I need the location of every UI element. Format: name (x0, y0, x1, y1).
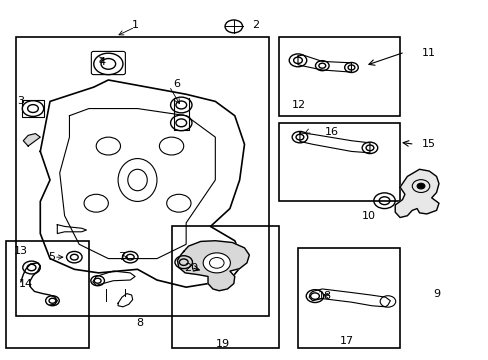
Text: 13: 13 (14, 247, 27, 256)
Text: 15: 15 (421, 139, 435, 149)
Text: 11: 11 (421, 48, 435, 58)
Bar (278, 123, 399, 202)
Bar (278, 37, 399, 116)
Text: 3: 3 (17, 96, 24, 107)
Bar (297, 248, 399, 348)
Text: 17: 17 (339, 336, 353, 346)
Text: 19: 19 (215, 339, 229, 349)
Text: 4: 4 (99, 57, 105, 67)
Text: 6: 6 (173, 78, 180, 89)
Text: 7: 7 (118, 252, 125, 262)
Bar (22, 100, 43, 117)
Text: 8: 8 (136, 318, 143, 328)
Text: 10: 10 (361, 211, 375, 221)
Text: 16: 16 (324, 127, 338, 137)
Text: 1: 1 (131, 19, 138, 30)
Text: 18: 18 (317, 291, 331, 301)
Circle shape (203, 253, 230, 273)
Text: 9: 9 (432, 289, 439, 299)
Polygon shape (394, 169, 438, 217)
Text: 5: 5 (48, 252, 55, 262)
Polygon shape (177, 241, 249, 291)
Text: 12: 12 (291, 100, 305, 110)
Bar (6, 241, 89, 348)
Bar (16, 37, 268, 316)
Polygon shape (23, 134, 40, 146)
Text: 14: 14 (19, 279, 33, 289)
Circle shape (416, 183, 424, 189)
Text: 2: 2 (251, 19, 258, 30)
Text: 20: 20 (183, 262, 198, 273)
Bar (171, 226, 278, 348)
